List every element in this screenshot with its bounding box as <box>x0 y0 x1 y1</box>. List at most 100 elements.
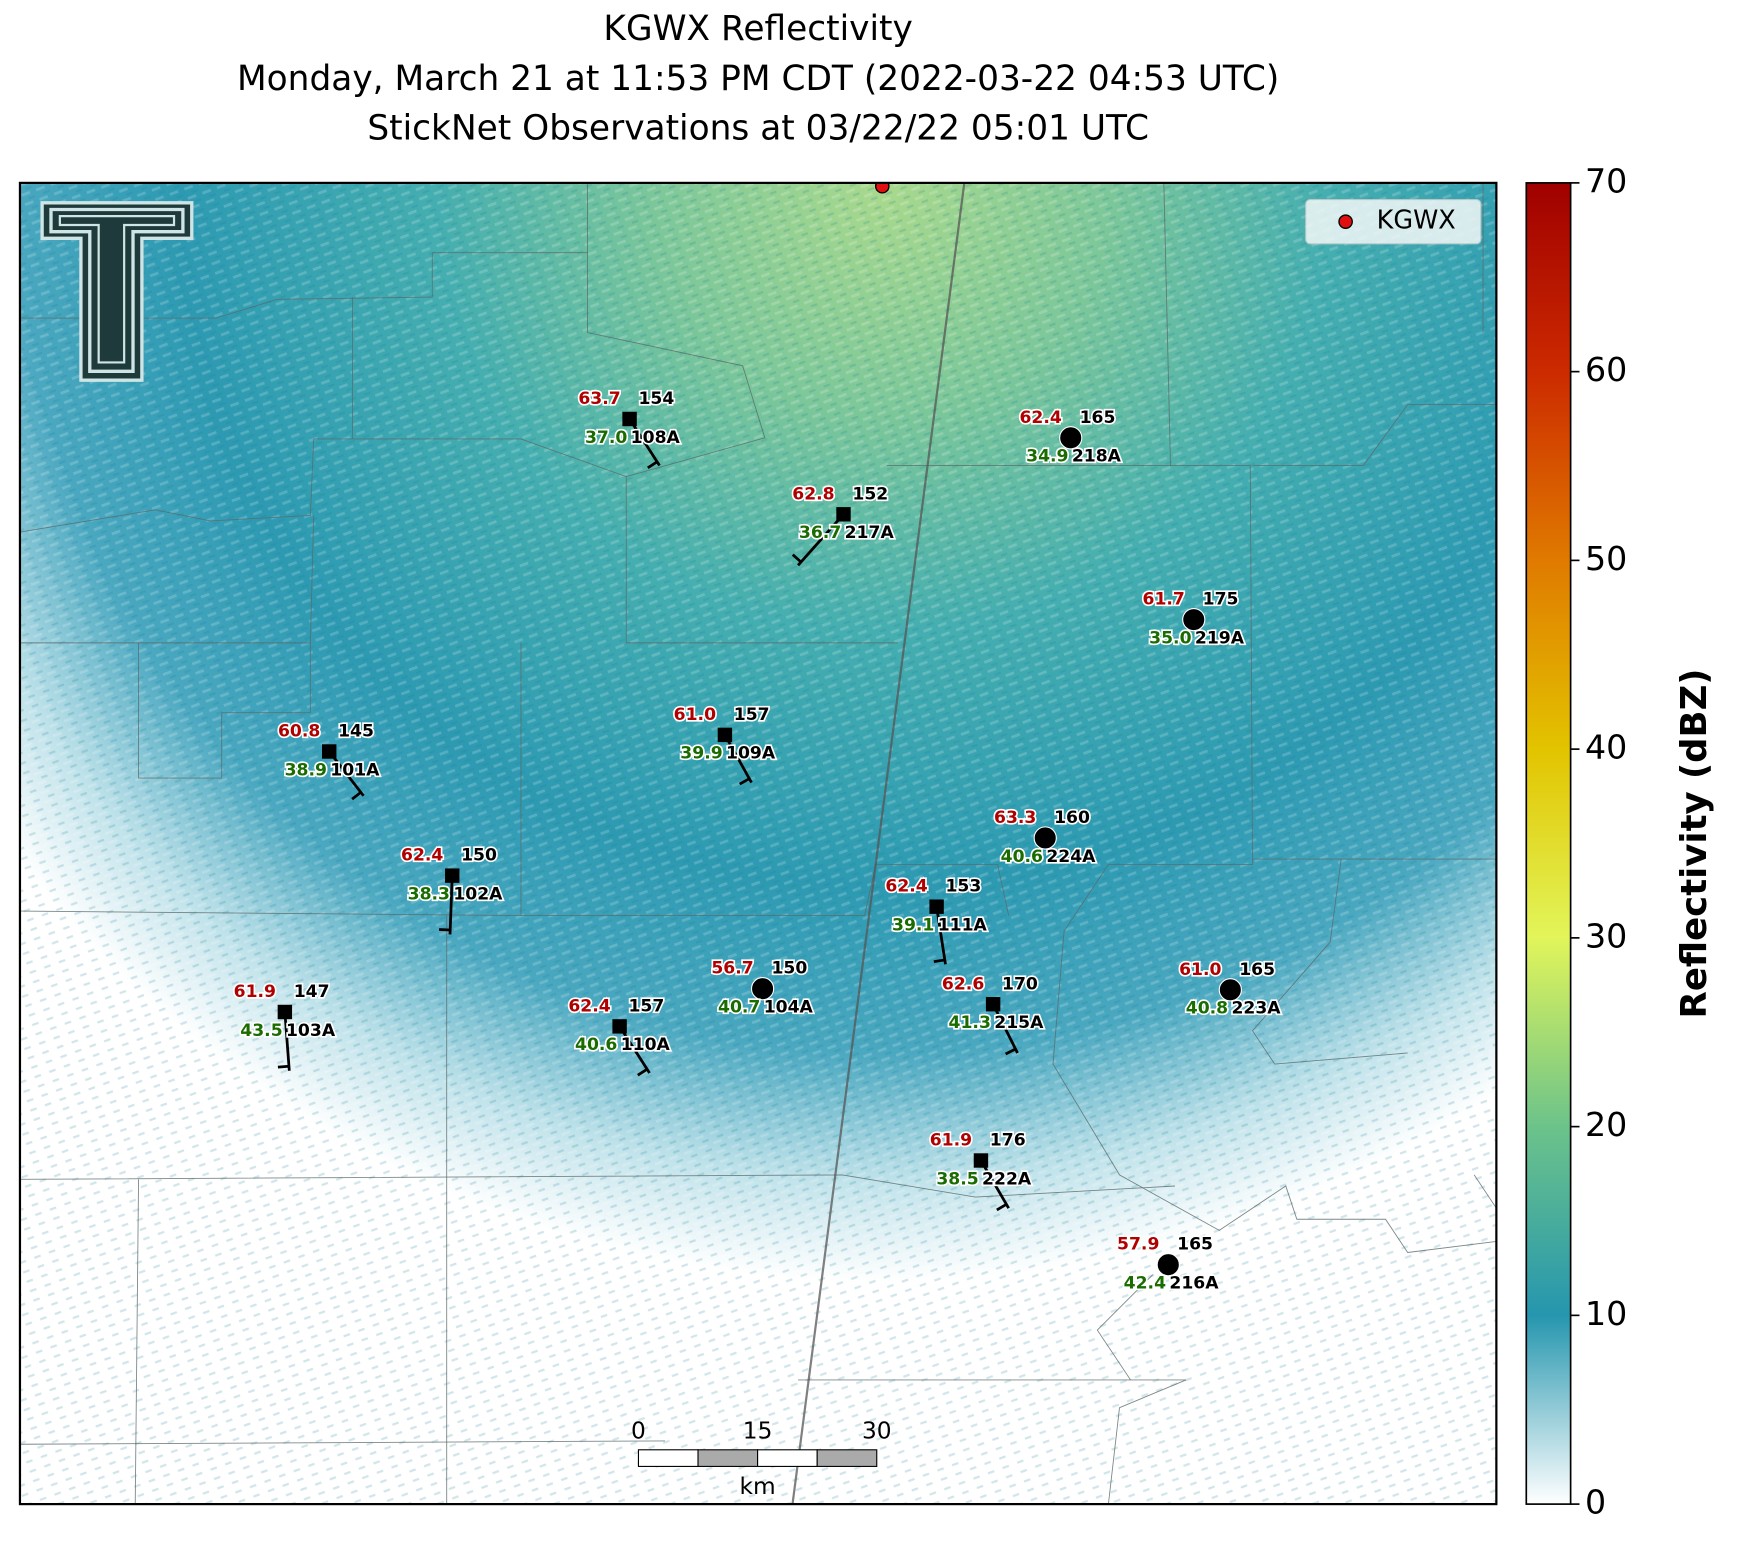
station-id: 108A <box>631 428 681 448</box>
scale-tick-label: 0 <box>631 1418 646 1445</box>
subtitle: StickNet Observations at 03/22/22 05:01 … <box>367 109 1149 149</box>
station: 60.8 145 38.9 101A <box>276 720 382 801</box>
colorbar-tick-label: 0 <box>1585 1483 1606 1522</box>
station: 63.3 160 40.6 224A <box>992 806 1098 868</box>
pressure: 154 <box>638 389 674 409</box>
wind-barb-flag <box>637 1068 648 1077</box>
wind-barb-flag <box>351 791 362 801</box>
dewpoint: 37.0 <box>585 428 627 448</box>
station: 62.4 165 34.9 218A <box>1018 406 1124 468</box>
station-id: 216A <box>1169 1274 1219 1294</box>
station-id: 104A <box>764 998 814 1018</box>
county-lines <box>19 182 1497 1505</box>
dewpoint: 43.5 <box>240 1021 282 1041</box>
dewpoint: 41.3 <box>949 1013 991 1033</box>
map-area: 63.7 154 37.0 108A 62.8 152 36.7 217A 62.4 165 34.… <box>19 182 1497 1505</box>
station: 61.7 175 35.0 219A <box>1141 588 1247 650</box>
wind-barb-flag <box>996 1203 1008 1212</box>
dewpoint: 34.9 <box>1026 447 1068 467</box>
dewpoint: 38.5 <box>936 1169 978 1189</box>
station-marker <box>1059 426 1083 450</box>
pressure: 145 <box>338 722 374 742</box>
temperature: 61.0 <box>674 705 716 725</box>
colorbar-label: Reflectivity (dBZ) <box>1674 669 1715 1019</box>
dewpoint: 40.8 <box>1186 999 1228 1019</box>
dewpoint: 38.9 <box>285 760 327 780</box>
station-id: 215A <box>994 1013 1044 1033</box>
station-id: 101A <box>330 760 380 780</box>
station-id: 110A <box>621 1035 671 1055</box>
pressure: 157 <box>734 705 770 725</box>
temperature: 62.8 <box>792 484 834 504</box>
pressure: 157 <box>628 996 664 1016</box>
station-marker <box>1156 1253 1180 1277</box>
temperature: 60.8 <box>278 722 320 742</box>
pressure: 152 <box>852 484 888 504</box>
dewpoint: 38.3 <box>408 884 450 904</box>
temperature: 57.9 <box>1117 1235 1159 1255</box>
scale-segment <box>757 1449 818 1467</box>
temperature: 61.9 <box>234 982 276 1002</box>
station-marker <box>973 1153 989 1168</box>
temperature: 63.3 <box>994 808 1036 828</box>
legend: KGWX <box>1305 198 1482 245</box>
scale-segment <box>816 1449 878 1467</box>
station-marker <box>1033 826 1057 850</box>
pressure: 165 <box>1177 1235 1213 1255</box>
station: 56.7 150 40.7 104A <box>710 957 816 1019</box>
station: 62.4 157 40.6 110A <box>567 995 672 1077</box>
station-id: 109A <box>726 744 776 764</box>
station: 61.9 147 43.5 103A <box>232 980 337 1071</box>
station: 62.4 153 39.1 111A <box>884 875 989 965</box>
wind-barb-flag <box>933 958 946 963</box>
dewpoint: 39.9 <box>680 744 722 764</box>
wind-barb-flag <box>791 553 802 564</box>
station-id: 223A <box>1231 999 1281 1019</box>
pressure: 165 <box>1239 960 1275 980</box>
station-marker <box>622 411 637 427</box>
stations: 63.7 154 37.0 108A 62.8 152 36.7 217A 62.4 165 34.… <box>232 387 1283 1295</box>
dewpoint: 40.7 <box>718 998 760 1018</box>
station: 63.7 154 37.0 108A <box>577 387 682 469</box>
temperature: 61.0 <box>1179 960 1221 980</box>
station-marker <box>612 1019 627 1034</box>
station-marker <box>1182 607 1206 632</box>
dewpoint: 42.4 <box>1124 1274 1166 1294</box>
scale-segment <box>697 1449 759 1467</box>
temperature: 62.4 <box>1019 408 1061 428</box>
temperature: 61.9 <box>930 1131 972 1151</box>
pressure: 175 <box>1203 590 1239 610</box>
subtitle: Monday, March 21 at 11:53 PM CDT (2022-0… <box>237 59 1279 99</box>
pressure: 153 <box>945 877 981 897</box>
station: 61.0 157 39.9 109A <box>672 703 778 786</box>
wind-barb <box>628 418 661 467</box>
station-id: 111A <box>938 916 988 936</box>
station-id: 102A <box>453 884 503 904</box>
dewpoint: 40.6 <box>1001 847 1043 867</box>
wind-barb <box>935 906 947 965</box>
title: KGWX Reflectivity <box>603 9 912 49</box>
dewpoint: 39.1 <box>892 916 934 936</box>
legend-label: KGWX <box>1377 206 1456 236</box>
pressure: 176 <box>990 1131 1026 1151</box>
temperature: 56.7 <box>711 959 753 979</box>
station-marker <box>717 727 733 743</box>
station-marker <box>322 744 337 759</box>
wind-barb <box>448 875 454 935</box>
map-frame <box>18 181 1498 1506</box>
temperature: 63.7 <box>578 389 620 409</box>
colorbar-tick-label: 40 <box>1585 728 1627 767</box>
colorbar-ramp <box>1525 182 1572 1505</box>
station-marker <box>277 1004 293 1020</box>
temperature: 61.7 <box>1143 590 1185 610</box>
colorbar-tick-label: 20 <box>1585 1105 1627 1144</box>
station-marker <box>445 868 460 883</box>
station: 62.4 150 38.3 102A <box>399 844 505 935</box>
temperature: 62.4 <box>885 877 927 897</box>
dewpoint: 40.6 <box>575 1035 617 1055</box>
station: 61.9 176 38.5 222A <box>928 1129 1034 1212</box>
pressure: 150 <box>771 959 807 979</box>
legend-marker <box>1338 214 1353 229</box>
station-marker <box>929 899 944 914</box>
